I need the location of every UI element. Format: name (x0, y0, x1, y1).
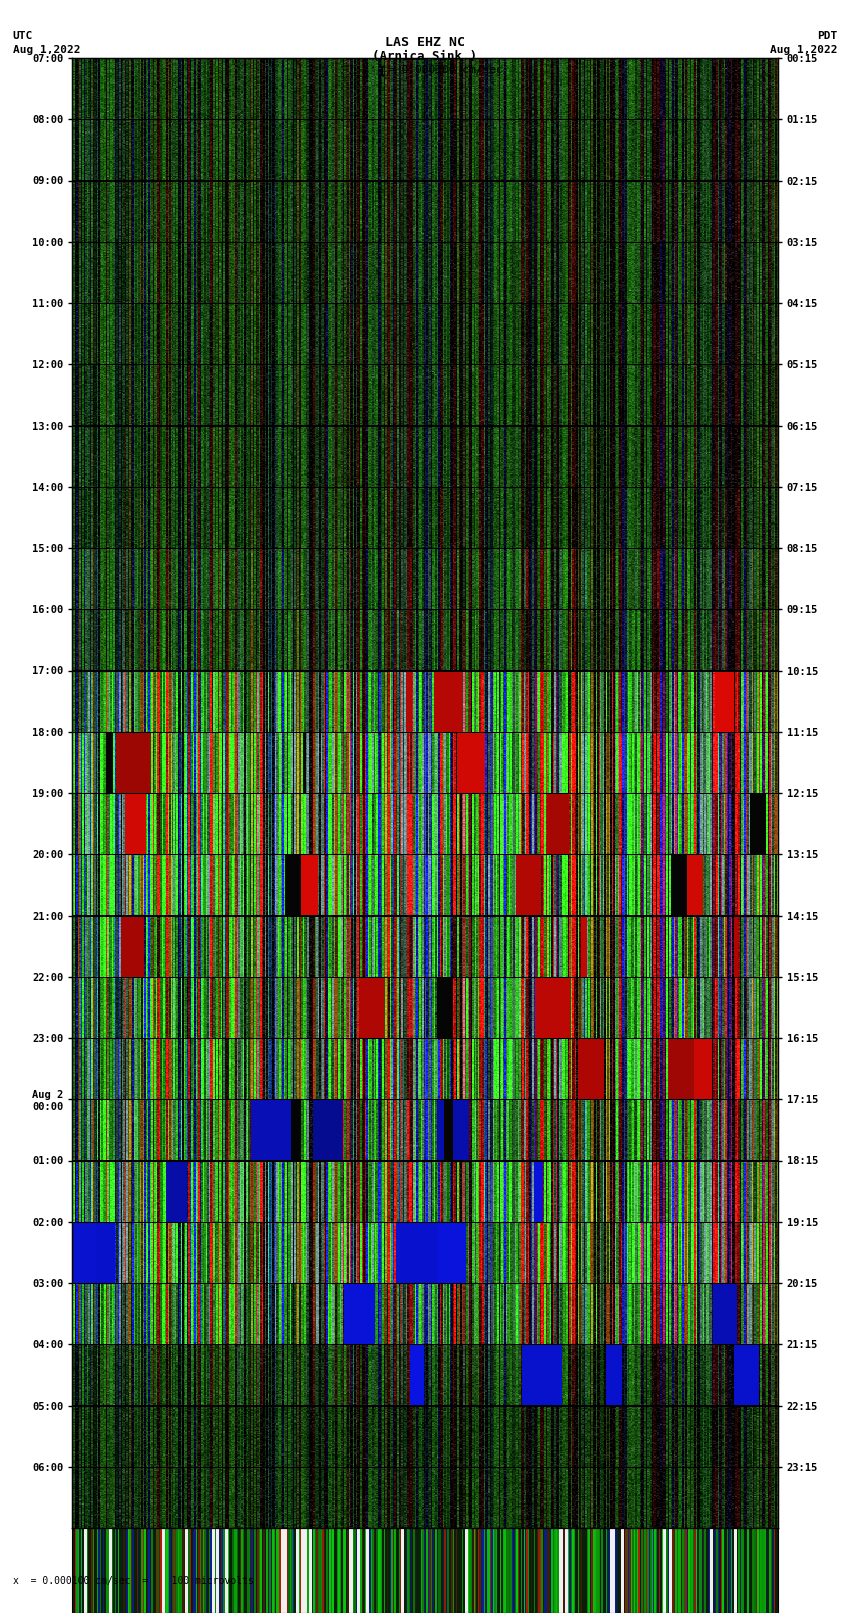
Text: Aug 1,2022: Aug 1,2022 (13, 45, 80, 55)
Text: (Arnica Sink ): (Arnica Sink ) (372, 50, 478, 63)
Text: = 0.000100 cm/sec: = 0.000100 cm/sec (388, 65, 502, 74)
Text: x  = 0.000100 cm/sec  =    100 microvolts: x = 0.000100 cm/sec = 100 microvolts (13, 1576, 253, 1586)
Text: I: I (378, 65, 387, 79)
Text: LAS EHZ NC: LAS EHZ NC (385, 37, 465, 50)
Text: Aug 1,2022: Aug 1,2022 (770, 45, 837, 55)
Text: UTC: UTC (13, 31, 33, 40)
Text: PDT: PDT (817, 31, 837, 40)
